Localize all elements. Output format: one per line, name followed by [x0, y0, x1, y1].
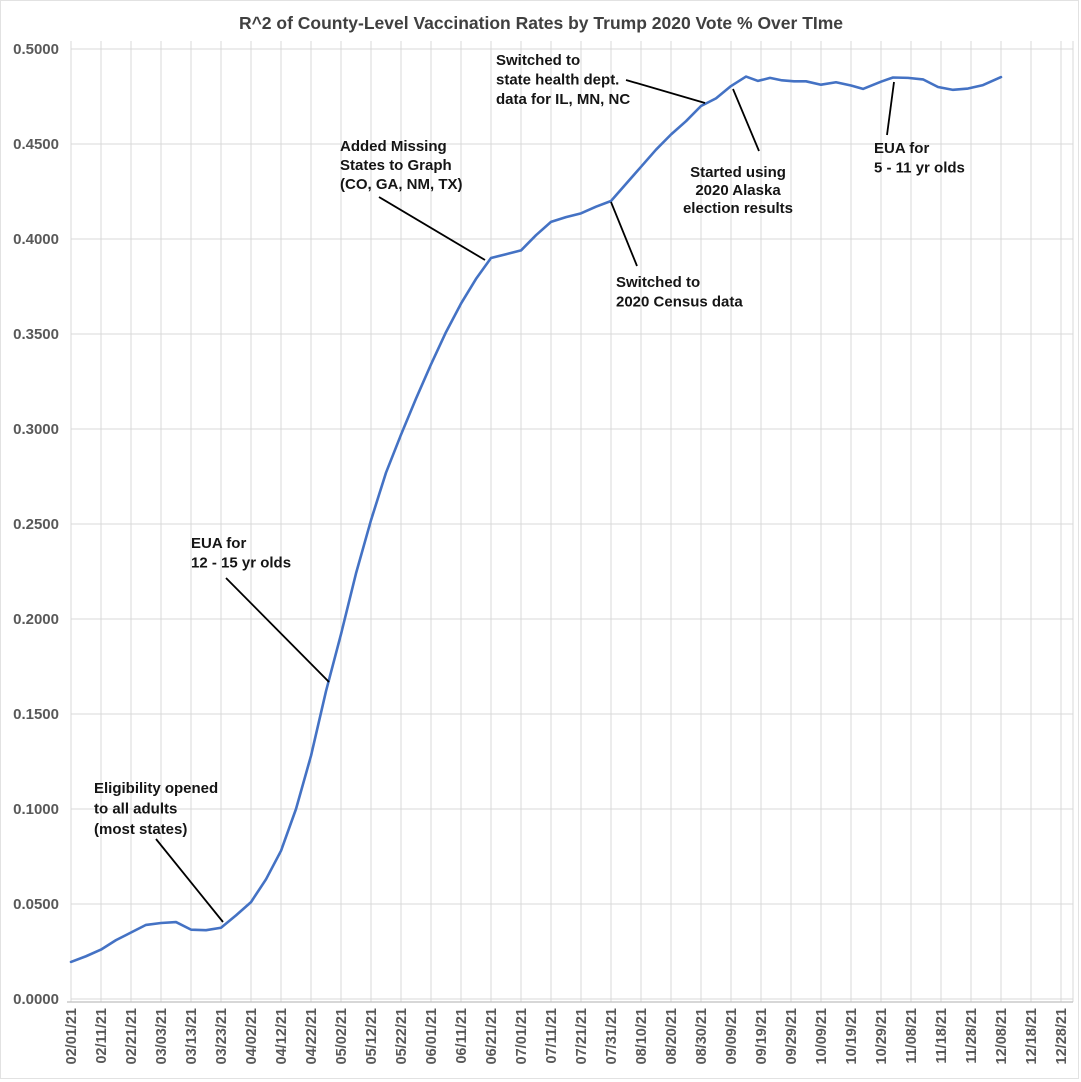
y-axis-tick-labels: 0.0000 0.0500 0.1000 0.1500 0.2000 0.2500 0.30… [13, 41, 59, 1008]
annotation-text: Added Missing States to Graph (CO, GA, NM,… [340, 138, 463, 193]
annotation-leader-line [225, 577, 330, 683]
annotation-switched-census: Switched to 2020 Census data [610, 201, 743, 311]
chart-annotations: Eligibility opened to all adults (most sta… [94, 52, 965, 923]
x-tick-label: 03/13/21 [184, 1008, 200, 1064]
y-tick-label: 0.4500 [13, 136, 59, 153]
x-tick-label: 06/11/21 [454, 1008, 470, 1064]
x-tick-label: 08/30/21 [694, 1008, 710, 1064]
annotation-text: Eligibility opened to all adults (most sta… [94, 780, 218, 838]
x-tick-label: 08/10/21 [634, 1008, 650, 1064]
x-tick-label: 09/29/21 [784, 1008, 800, 1064]
x-tick-label: 07/11/21 [544, 1008, 560, 1064]
x-tick-label: 06/01/21 [424, 1008, 440, 1064]
annotation-text: Started using 2020 Alaska election results [683, 164, 793, 217]
x-tick-label: 11/08/21 [904, 1008, 920, 1064]
x-tick-label: 03/03/21 [154, 1008, 170, 1064]
x-tick-label: 02/11/21 [94, 1008, 110, 1064]
x-tick-label: 12/18/21 [1024, 1008, 1040, 1064]
x-tick-label: 04/02/21 [244, 1008, 260, 1064]
x-tick-label: 12/08/21 [994, 1008, 1010, 1064]
x-tick-label: 09/19/21 [754, 1008, 770, 1064]
x-tick-label: 11/28/21 [964, 1008, 980, 1064]
x-axis-tick-labels: 02/01/21 02/11/21 02/21/21 03/03/21 03/13/21… [64, 1008, 1070, 1064]
annotation-added-missing-states: Added Missing States to Graph (CO, GA, NM,… [340, 138, 486, 261]
x-tick-label: 10/09/21 [814, 1008, 830, 1064]
x-tick-label: 06/21/21 [484, 1008, 500, 1064]
y-tick-label: 0.0000 [13, 991, 59, 1008]
y-tick-label: 0.1500 [13, 706, 59, 723]
x-tick-label: 07/31/21 [604, 1008, 620, 1064]
chart-gridlines [67, 41, 1074, 1003]
annotation-eua-12-15: EUA for 12 - 15 yr olds [191, 535, 330, 683]
y-tick-label: 0.2000 [13, 611, 59, 628]
annotation-leader-line [378, 196, 486, 261]
x-tick-label: 08/20/21 [664, 1008, 680, 1064]
annotation-leader-line [610, 201, 638, 267]
x-tick-label: 10/19/21 [844, 1008, 860, 1064]
annotation-leader-line [732, 88, 760, 152]
x-tick-label: 10/29/21 [874, 1008, 890, 1064]
y-tick-label: 0.2500 [13, 516, 59, 533]
x-tick-label: 05/02/21 [334, 1008, 350, 1064]
annotation-alaska-election-results: Started using 2020 Alaska election results [683, 88, 793, 217]
y-tick-label: 0.1000 [13, 801, 59, 818]
x-tick-label: 03/23/21 [214, 1008, 230, 1064]
y-tick-label: 0.5000 [13, 41, 59, 58]
y-tick-label: 0.0500 [13, 896, 59, 913]
y-tick-label: 0.4000 [13, 231, 59, 248]
x-tick-label: 09/09/21 [724, 1008, 740, 1064]
x-tick-label: 11/18/21 [934, 1008, 950, 1064]
chart-title: R^2 of County-Level Vaccination Rates by… [239, 13, 843, 33]
annotation-text: Switched to 2020 Census data [616, 274, 743, 311]
annotation-leader-line [886, 81, 895, 136]
annotation-leader-line [155, 838, 224, 923]
annotation-text: Switched to state health dept. data for IL… [496, 52, 630, 108]
x-tick-label: 02/01/21 [64, 1008, 80, 1064]
x-tick-label: 07/01/21 [514, 1008, 530, 1064]
x-tick-label: 05/22/21 [394, 1008, 410, 1064]
x-tick-label: 07/21/21 [574, 1008, 590, 1064]
annotation-leader-line [625, 79, 706, 104]
annotation-eligibility-all-adults: Eligibility opened to all adults (most sta… [94, 780, 224, 923]
data-line [69, 75, 1003, 964]
y-tick-label: 0.3500 [13, 326, 59, 343]
x-tick-label: 05/12/21 [364, 1008, 380, 1064]
x-tick-label: 04/12/21 [274, 1008, 290, 1064]
annotation-eua-5-11: EUA for 5 - 11 yr olds [874, 81, 965, 177]
x-tick-label: 04/22/21 [304, 1008, 320, 1064]
x-tick-label: 12/28/21 [1054, 1008, 1070, 1064]
series-line-r2 [69, 75, 1003, 964]
annotation-text: EUA for 5 - 11 yr olds [874, 140, 965, 177]
y-tick-label: 0.3000 [13, 421, 59, 438]
x-tick-label: 02/21/21 [124, 1008, 140, 1064]
annotation-text: EUA for 12 - 15 yr olds [191, 535, 291, 572]
annotation-switched-state-health-dept: Switched to state health dept. data for IL… [496, 52, 706, 108]
